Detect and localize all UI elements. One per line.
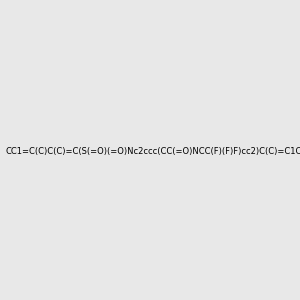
Text: CC1=C(C)C(C)=C(S(=O)(=O)Nc2ccc(CC(=O)NCC(F)(F)F)cc2)C(C)=C1C: CC1=C(C)C(C)=C(S(=O)(=O)Nc2ccc(CC(=O)NCC… — [6, 147, 300, 156]
